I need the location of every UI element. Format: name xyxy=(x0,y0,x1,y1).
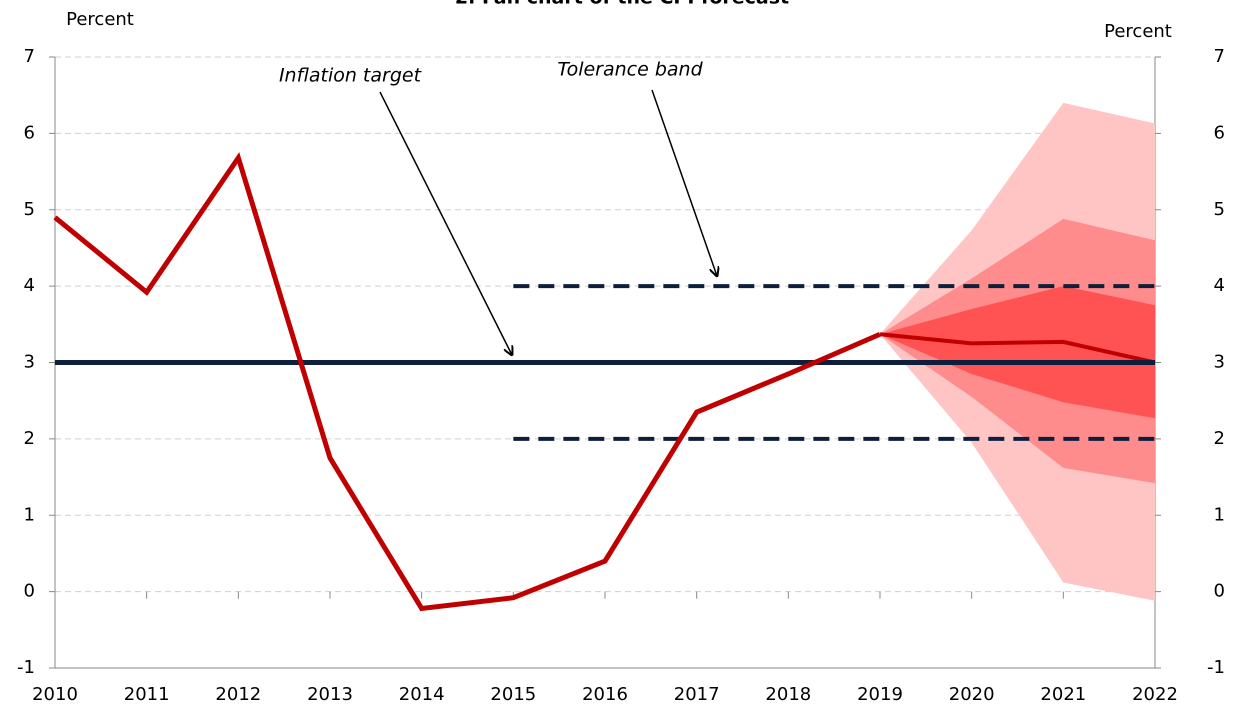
annotation: Inflation target xyxy=(279,65,423,87)
y2-axis-label: Percent xyxy=(1104,21,1172,42)
y-tick-label: 1 xyxy=(24,504,35,525)
fan-band xyxy=(880,286,1155,419)
x-tick-label: 2011 xyxy=(124,684,170,705)
y-axis-label: Percent xyxy=(66,9,134,30)
x-tick-label: 2012 xyxy=(215,684,261,705)
x-tick-label: 2017 xyxy=(674,684,720,705)
y2-tick-label: 3 xyxy=(1214,352,1225,373)
y-tick-label: 0 xyxy=(24,581,35,602)
y2-tick-label: 4 xyxy=(1214,275,1225,296)
y-tick-label: 3 xyxy=(24,352,35,373)
annotation: Tolerance band xyxy=(557,59,703,81)
y2-tick-label: 2 xyxy=(1214,428,1225,449)
y2-tick-label: 6 xyxy=(1214,122,1225,143)
y-tick-label: -1 xyxy=(17,657,35,678)
y-tick-label: 6 xyxy=(24,122,35,143)
x-tick-label: 2021 xyxy=(1040,684,1086,705)
x-tick-label: 2020 xyxy=(949,684,995,705)
x-tick-label: 2010 xyxy=(32,684,78,705)
y-tick-label: 4 xyxy=(24,275,35,296)
y2-tick-label: 5 xyxy=(1214,199,1225,220)
x-tick-label: 2016 xyxy=(582,684,628,705)
annotation-arrow xyxy=(379,91,512,355)
x-tick-label: 2022 xyxy=(1132,684,1178,705)
x-tick-label: 2018 xyxy=(765,684,811,705)
x-tick-label: 2013 xyxy=(307,684,353,705)
y2-tick-label: -1 xyxy=(1207,657,1225,678)
y-tick-label: 5 xyxy=(24,199,35,220)
y-tick-label: 2 xyxy=(24,428,35,449)
y2-tick-label: 7 xyxy=(1214,46,1225,67)
chart-title: 2. Fan chart of the CPI forecast xyxy=(455,0,789,9)
x-tick-label: 2015 xyxy=(490,684,536,705)
annotation-arrow xyxy=(651,89,717,276)
x-tick-label: 2014 xyxy=(399,684,445,705)
x-tick-label: 2019 xyxy=(857,684,903,705)
y2-tick-label: 0 xyxy=(1214,581,1225,602)
y-tick-label: 7 xyxy=(24,46,35,67)
y2-tick-label: 1 xyxy=(1214,504,1225,525)
series-line xyxy=(53,152,881,612)
series-line xyxy=(879,332,1156,365)
